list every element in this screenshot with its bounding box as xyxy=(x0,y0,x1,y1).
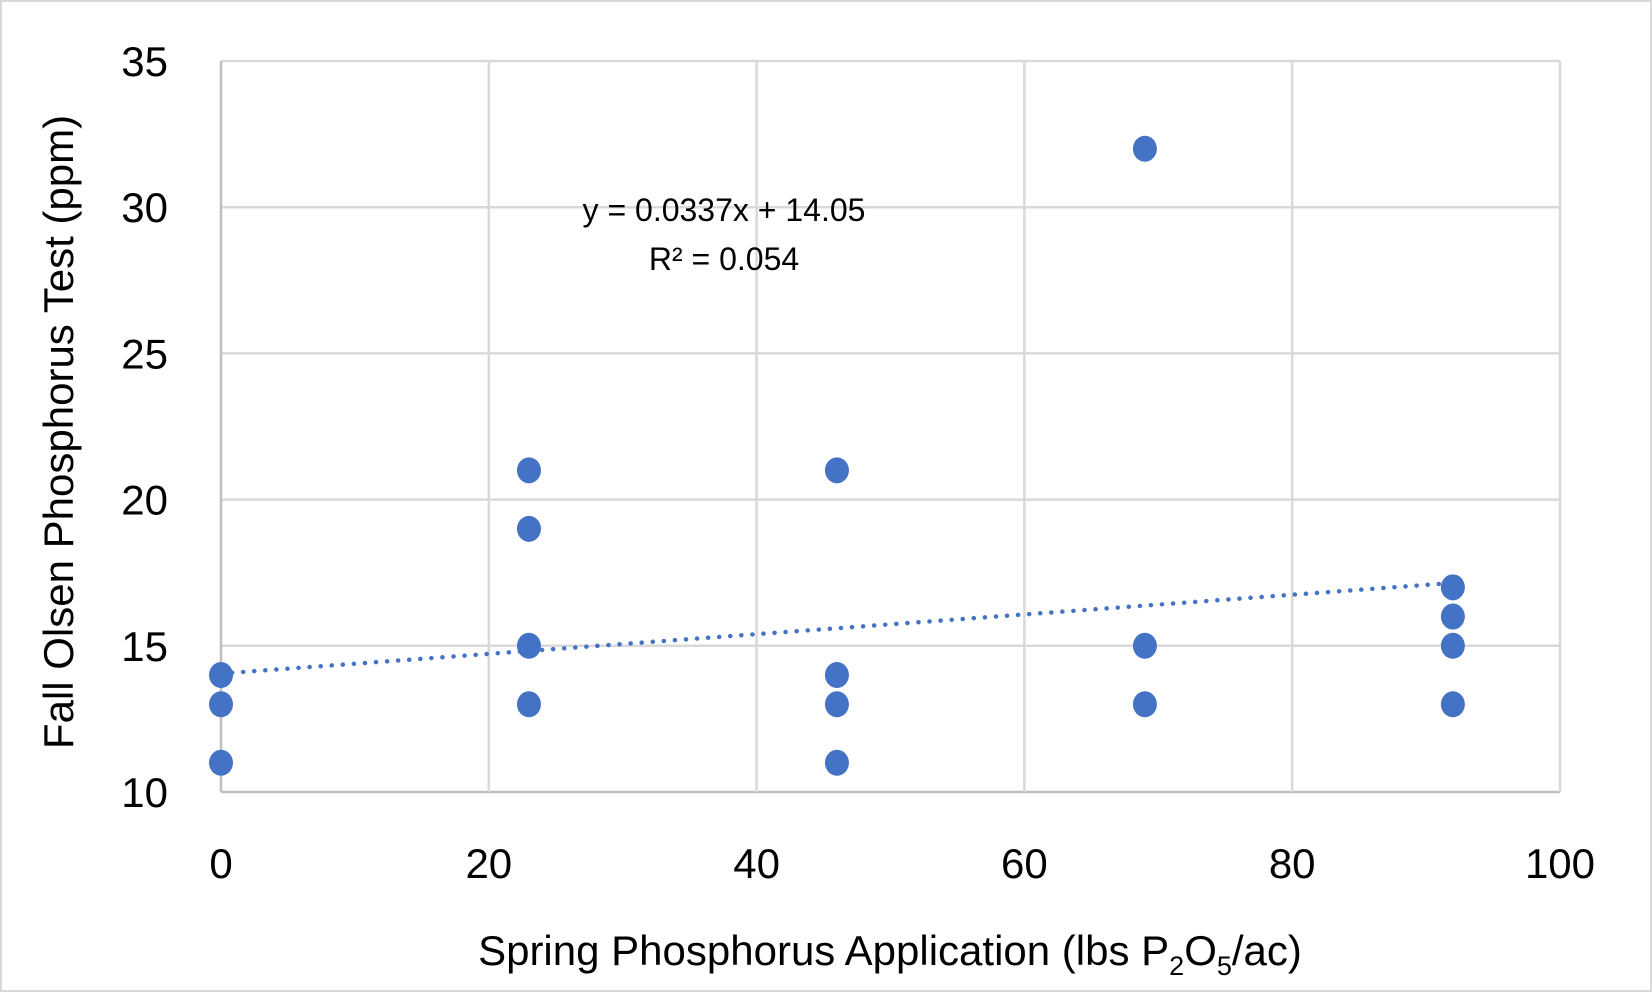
y-tick-labels: 10 15 20 25 30 35 xyxy=(121,38,168,816)
y-tick-label: 25 xyxy=(121,330,168,377)
x-axis-title-end: /ac) xyxy=(1232,927,1302,974)
data-point xyxy=(1440,603,1465,630)
data-point xyxy=(1440,632,1465,659)
x-axis-title: Spring Phosphorus Application (lbs P2O5/… xyxy=(478,927,1302,981)
y-tick-label: 20 xyxy=(121,477,168,524)
data-point xyxy=(1440,574,1465,601)
x-axis-title-mid: O xyxy=(1184,927,1217,974)
y-tick-label: 15 xyxy=(121,623,168,670)
x-tick-label: 60 xyxy=(1001,840,1048,887)
x-tick-label: 100 xyxy=(1525,840,1595,887)
data-point xyxy=(824,691,849,718)
trendline-r-squared: R² = 0.054 xyxy=(649,241,799,277)
x-tick-label: 0 xyxy=(209,840,232,887)
y-tick-label: 30 xyxy=(121,184,168,231)
data-point xyxy=(824,457,849,484)
data-point xyxy=(209,749,233,776)
x-axis-title-main: Spring Phosphorus Application (lbs P xyxy=(478,927,1169,974)
data-point xyxy=(516,691,541,718)
data-point xyxy=(824,749,849,776)
data-point xyxy=(516,457,541,484)
trendline-equation: y = 0.0337x + 14.05 xyxy=(583,192,866,228)
data-point xyxy=(1132,691,1157,718)
y-axis-title: Fall Olsen Phosphorus Test (ppm) xyxy=(35,115,82,749)
data-point xyxy=(1440,691,1465,718)
trendline xyxy=(218,580,1456,676)
x-axis-title-sub1: 2 xyxy=(1169,951,1184,981)
data-point xyxy=(209,691,233,718)
x-tick-labels: 0 20 40 60 80 100 xyxy=(209,840,1595,887)
data-points xyxy=(209,135,1465,776)
x-axis-title-sub2: 5 xyxy=(1217,951,1232,981)
y-tick-label: 10 xyxy=(121,769,168,816)
data-point xyxy=(516,632,541,659)
data-point xyxy=(1132,135,1157,162)
x-tick-label: 80 xyxy=(1269,840,1316,887)
gridlines xyxy=(219,59,1562,794)
data-point xyxy=(1132,632,1157,659)
data-point xyxy=(516,515,541,542)
data-point xyxy=(824,662,849,689)
x-tick-label: 40 xyxy=(733,840,780,887)
data-point xyxy=(209,662,233,689)
x-tick-label: 20 xyxy=(465,840,512,887)
y-tick-label: 35 xyxy=(121,38,168,85)
